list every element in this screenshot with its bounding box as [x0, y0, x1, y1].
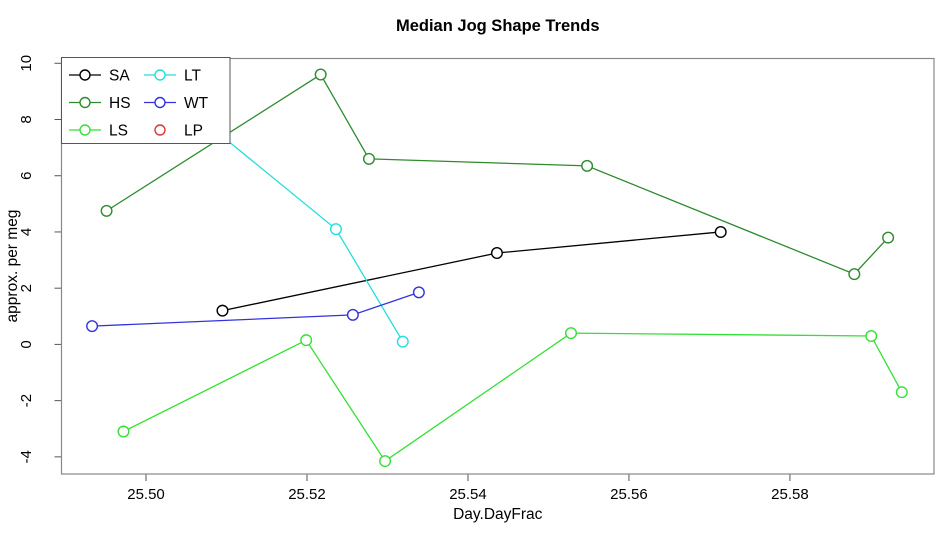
data-point-marker — [396, 335, 409, 348]
x-tick-label: 25.58 — [771, 486, 809, 503]
x-tick-label: 25.56 — [610, 486, 648, 503]
data-point-marker — [714, 225, 727, 238]
x-axis-label: Day.DayFrac — [453, 506, 543, 523]
legend-marker-WT — [154, 96, 166, 109]
data-point-marker — [865, 329, 878, 342]
legend-item-LS: LS — [69, 123, 128, 140]
y-tick-label: 6 — [18, 172, 35, 180]
legend-marker-LT — [154, 69, 166, 81]
data-point-marker — [86, 320, 99, 333]
x-tick-label: 25.52 — [288, 486, 326, 503]
y-tick-label: -2 — [18, 394, 35, 407]
legend-item-HS: HS — [69, 95, 131, 112]
data-point-marker — [564, 327, 577, 340]
legend-marker-LP — [154, 124, 166, 136]
series-LS-line — [123, 332, 903, 462]
data-point-marker — [216, 304, 229, 317]
data-point-marker — [379, 455, 392, 468]
data-point-marker — [895, 386, 908, 399]
y-tick-label: 8 — [18, 115, 35, 123]
plot-border — [60, 57, 935, 475]
legend-label-SA: SA — [109, 68, 130, 85]
data-point-marker — [362, 152, 375, 165]
data-point-marker — [117, 425, 130, 438]
data-point-marker — [314, 68, 327, 81]
series-WT-line — [92, 291, 420, 327]
y-tick-label: 10 — [18, 55, 35, 72]
data-point-marker — [490, 247, 503, 260]
data-point-marker — [848, 268, 861, 281]
legend-item-LP: LP — [154, 123, 203, 140]
series-HS-line — [106, 73, 889, 275]
legend-label-HS: HS — [109, 95, 131, 112]
legend-label-WT: WT — [184, 95, 209, 112]
legend-item-SA: SA — [69, 68, 130, 85]
data-point-marker — [346, 308, 359, 321]
series-LS — [117, 327, 908, 468]
axis-ticks: 25.50 25.52 25.54 25.56 25.58 -4 -2 0 2 4 6 8 10 — [18, 55, 809, 503]
legend: SA HS LS LT WT LP — [61, 57, 231, 144]
data-point-marker — [882, 231, 895, 244]
y-tick-label: 4 — [18, 228, 35, 236]
legend-marker-SA — [79, 69, 91, 81]
data-point-marker — [300, 334, 313, 347]
legend-label-LS: LS — [109, 123, 128, 140]
legend-item-WT: WT — [144, 95, 209, 112]
data-point-marker — [329, 223, 342, 236]
data-point-marker — [581, 159, 594, 172]
legend-label-LT: LT — [184, 68, 201, 85]
data-point-marker — [412, 286, 425, 299]
series-HS — [100, 68, 895, 281]
x-tick-label: 25.50 — [127, 486, 165, 503]
y-tick-label: -4 — [18, 450, 35, 463]
y-axis-label: approx. per meg — [4, 210, 21, 323]
series-SA — [216, 225, 727, 317]
data-point-marker — [100, 204, 113, 217]
series-WT — [86, 286, 425, 333]
legend-marker-HS — [79, 96, 91, 109]
legend-label-LP: LP — [184, 123, 203, 140]
legend-marker-LS — [79, 124, 91, 136]
plot-area: 25.50 25.52 25.54 25.56 25.58 -4 -2 0 2 4 6 8 10 SA HS… — [18, 55, 935, 503]
series-SA-line — [222, 231, 721, 312]
y-tick-label: 0 — [18, 340, 35, 348]
y-tick-label: 2 — [18, 284, 35, 292]
chart-title: Median Jog Shape Trends — [396, 17, 600, 35]
x-tick-label: 25.54 — [449, 486, 487, 503]
legend-item-LT: LT — [144, 68, 201, 85]
